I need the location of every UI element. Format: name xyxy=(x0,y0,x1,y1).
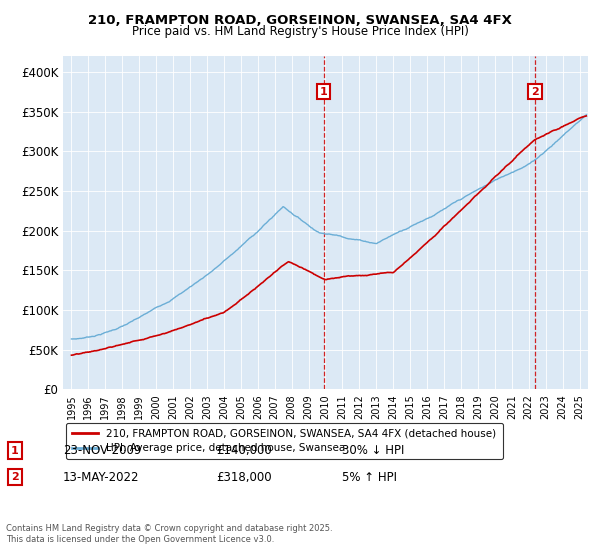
Text: 23-NOV-2009: 23-NOV-2009 xyxy=(63,444,142,458)
Text: 5% ↑ HPI: 5% ↑ HPI xyxy=(342,470,397,484)
Text: £318,000: £318,000 xyxy=(216,470,272,484)
Text: 210, FRAMPTON ROAD, GORSEINON, SWANSEA, SA4 4FX: 210, FRAMPTON ROAD, GORSEINON, SWANSEA, … xyxy=(88,14,512,27)
Text: £140,000: £140,000 xyxy=(216,444,272,458)
Text: 2: 2 xyxy=(531,87,539,97)
Text: 1: 1 xyxy=(320,87,328,97)
Text: 1: 1 xyxy=(11,446,19,456)
Text: 2: 2 xyxy=(11,472,19,482)
Text: 30% ↓ HPI: 30% ↓ HPI xyxy=(342,444,404,458)
Legend: 210, FRAMPTON ROAD, GORSEINON, SWANSEA, SA4 4FX (detached house), HPI: Average p: 210, FRAMPTON ROAD, GORSEINON, SWANSEA, … xyxy=(65,423,503,459)
Text: 13-MAY-2022: 13-MAY-2022 xyxy=(63,470,139,484)
Text: Contains HM Land Registry data © Crown copyright and database right 2025.
This d: Contains HM Land Registry data © Crown c… xyxy=(6,524,332,544)
Text: Price paid vs. HM Land Registry's House Price Index (HPI): Price paid vs. HM Land Registry's House … xyxy=(131,25,469,38)
